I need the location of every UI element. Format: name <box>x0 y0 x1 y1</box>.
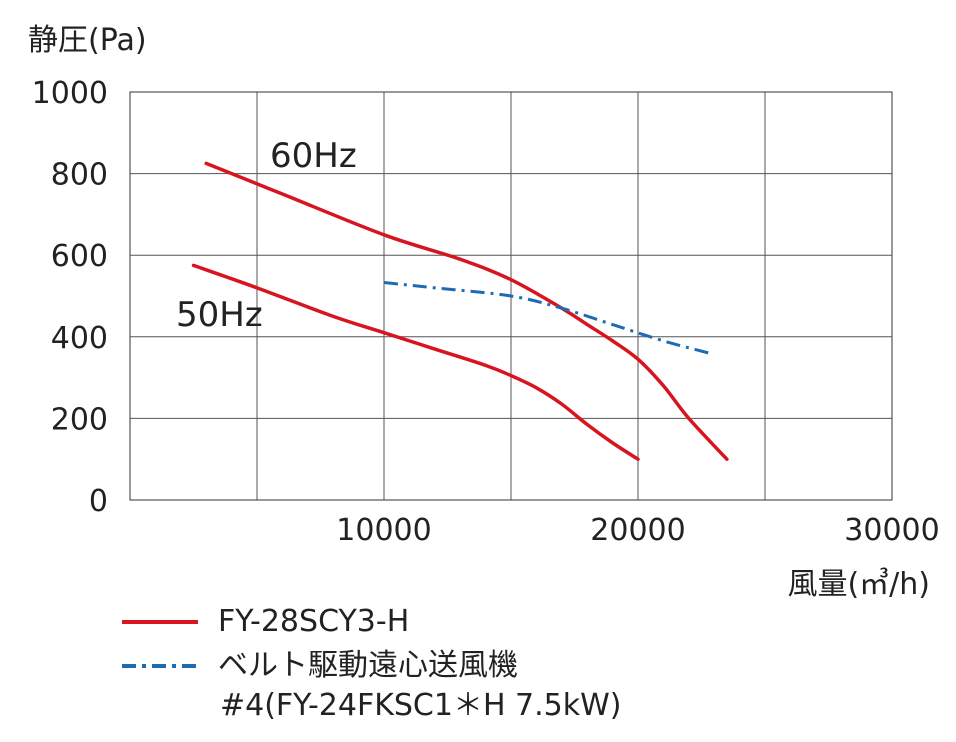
annotation-60hz: 60Hz <box>270 136 357 176</box>
legend-swatch-dashdot <box>122 664 198 668</box>
series-layer <box>191 161 729 461</box>
x-tick-label: 20000 <box>590 513 685 548</box>
y-tick-label: 400 <box>51 321 108 356</box>
x-tick-label: 30000 <box>844 513 939 548</box>
y-tick-label: 600 <box>51 239 108 274</box>
legend-item-1: FY-28SCY3-H <box>122 600 622 644</box>
legend-swatch-solid <box>122 620 198 624</box>
y-axis-title: 静圧(Pa) <box>28 23 147 58</box>
legend: FY-28SCY3-H ベルト駆動遠心送風機 #4(FY-24FKSC1＊H 7… <box>122 600 622 724</box>
legend-item-2: ベルト駆動遠心送風機 <box>122 644 622 688</box>
legend-sublabel-2: #4(FY-24FKSC1＊H 7.5kW) <box>220 688 622 723</box>
x-tick-label: 10000 <box>336 513 431 548</box>
series-line-3 <box>383 281 710 355</box>
grid <box>129 91 893 501</box>
x-axis-title: 風量(㎥/h) <box>787 567 930 600</box>
y-tick-label: 0 <box>89 484 108 519</box>
legend-label-1: FY-28SCY3-H <box>218 604 410 639</box>
legend-label-2: ベルト駆動遠心送風機 <box>218 648 518 683</box>
chart-area: 0 200 400 600 800 1000 10000 20000 30000 静圧(Pa)… <box>28 23 940 600</box>
y-tick-label: 200 <box>51 402 108 437</box>
y-tick-label: 1000 <box>32 76 108 111</box>
y-tick-labels: 0 200 400 600 800 1000 <box>32 76 108 519</box>
series-line-1 <box>204 161 729 461</box>
series-line-2 <box>191 263 640 461</box>
y-tick-label: 800 <box>51 158 108 193</box>
annotation-50hz: 50Hz <box>176 295 263 335</box>
x-tick-labels: 10000 20000 30000 <box>336 513 939 548</box>
